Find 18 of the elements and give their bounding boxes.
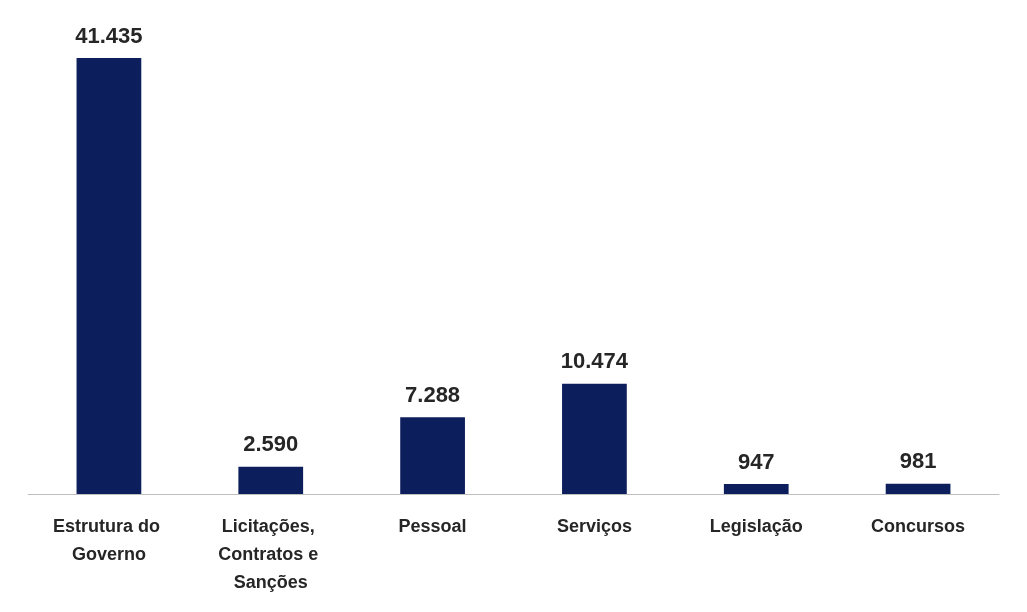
- data-label: 981: [899, 448, 937, 474]
- data-label: 947: [737, 448, 775, 474]
- x-tick-label: Concursos: [871, 516, 966, 536]
- x-tick-label: Estrutura do Governo: [52, 516, 165, 564]
- bar: [238, 466, 304, 494]
- x-tick-label: Pessoal: [398, 516, 467, 536]
- data-label: 7.288: [405, 381, 461, 407]
- x-tick-label: Legislação: [709, 516, 803, 536]
- x-tick-label: Serviços: [556, 516, 632, 536]
- bar: [76, 58, 142, 494]
- bar: [723, 484, 789, 494]
- bar: [885, 483, 951, 494]
- bar: [400, 417, 465, 494]
- data-label: 10.474: [560, 348, 629, 374]
- x-tick-label: Licitações, Contratos e Sanções: [218, 516, 324, 592]
- bar: [562, 383, 627, 494]
- data-label: 41.435: [75, 22, 143, 48]
- data-label: 2.590: [243, 431, 299, 457]
